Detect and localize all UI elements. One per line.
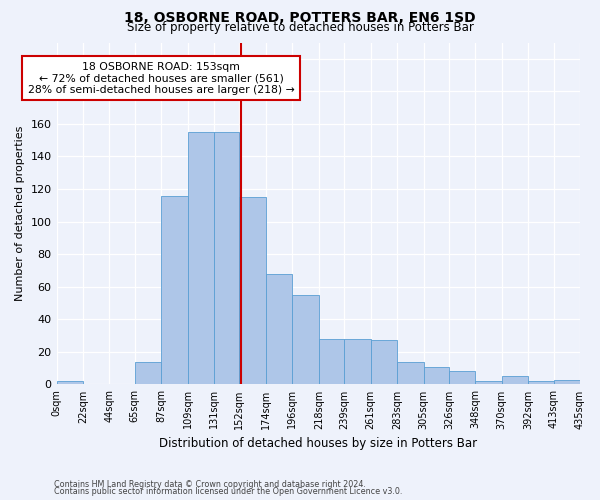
Bar <box>266 274 292 384</box>
Bar <box>397 362 424 384</box>
Bar <box>371 340 397 384</box>
Text: 18, OSBORNE ROAD, POTTERS BAR, EN6 1SD: 18, OSBORNE ROAD, POTTERS BAR, EN6 1SD <box>124 11 476 25</box>
Text: Contains HM Land Registry data © Crown copyright and database right 2024.: Contains HM Land Registry data © Crown c… <box>54 480 366 489</box>
Bar <box>344 339 371 384</box>
Text: Size of property relative to detached houses in Potters Bar: Size of property relative to detached ho… <box>127 22 473 35</box>
Bar <box>214 132 239 384</box>
Bar <box>528 381 554 384</box>
Bar <box>239 197 266 384</box>
Bar <box>554 380 580 384</box>
Bar <box>449 372 475 384</box>
Text: Contains public sector information licensed under the Open Government Licence v3: Contains public sector information licen… <box>54 487 403 496</box>
Bar <box>161 196 188 384</box>
Bar <box>424 366 449 384</box>
Bar <box>188 132 214 384</box>
Y-axis label: Number of detached properties: Number of detached properties <box>15 126 25 301</box>
X-axis label: Distribution of detached houses by size in Potters Bar: Distribution of detached houses by size … <box>159 437 478 450</box>
Bar <box>135 362 161 384</box>
Bar <box>56 381 83 384</box>
Bar <box>319 339 344 384</box>
Bar <box>292 295 319 384</box>
Bar <box>475 381 502 384</box>
Text: 18 OSBORNE ROAD: 153sqm
← 72% of detached houses are smaller (561)
28% of semi-d: 18 OSBORNE ROAD: 153sqm ← 72% of detache… <box>28 62 295 95</box>
Bar <box>502 376 528 384</box>
Bar <box>580 380 600 384</box>
